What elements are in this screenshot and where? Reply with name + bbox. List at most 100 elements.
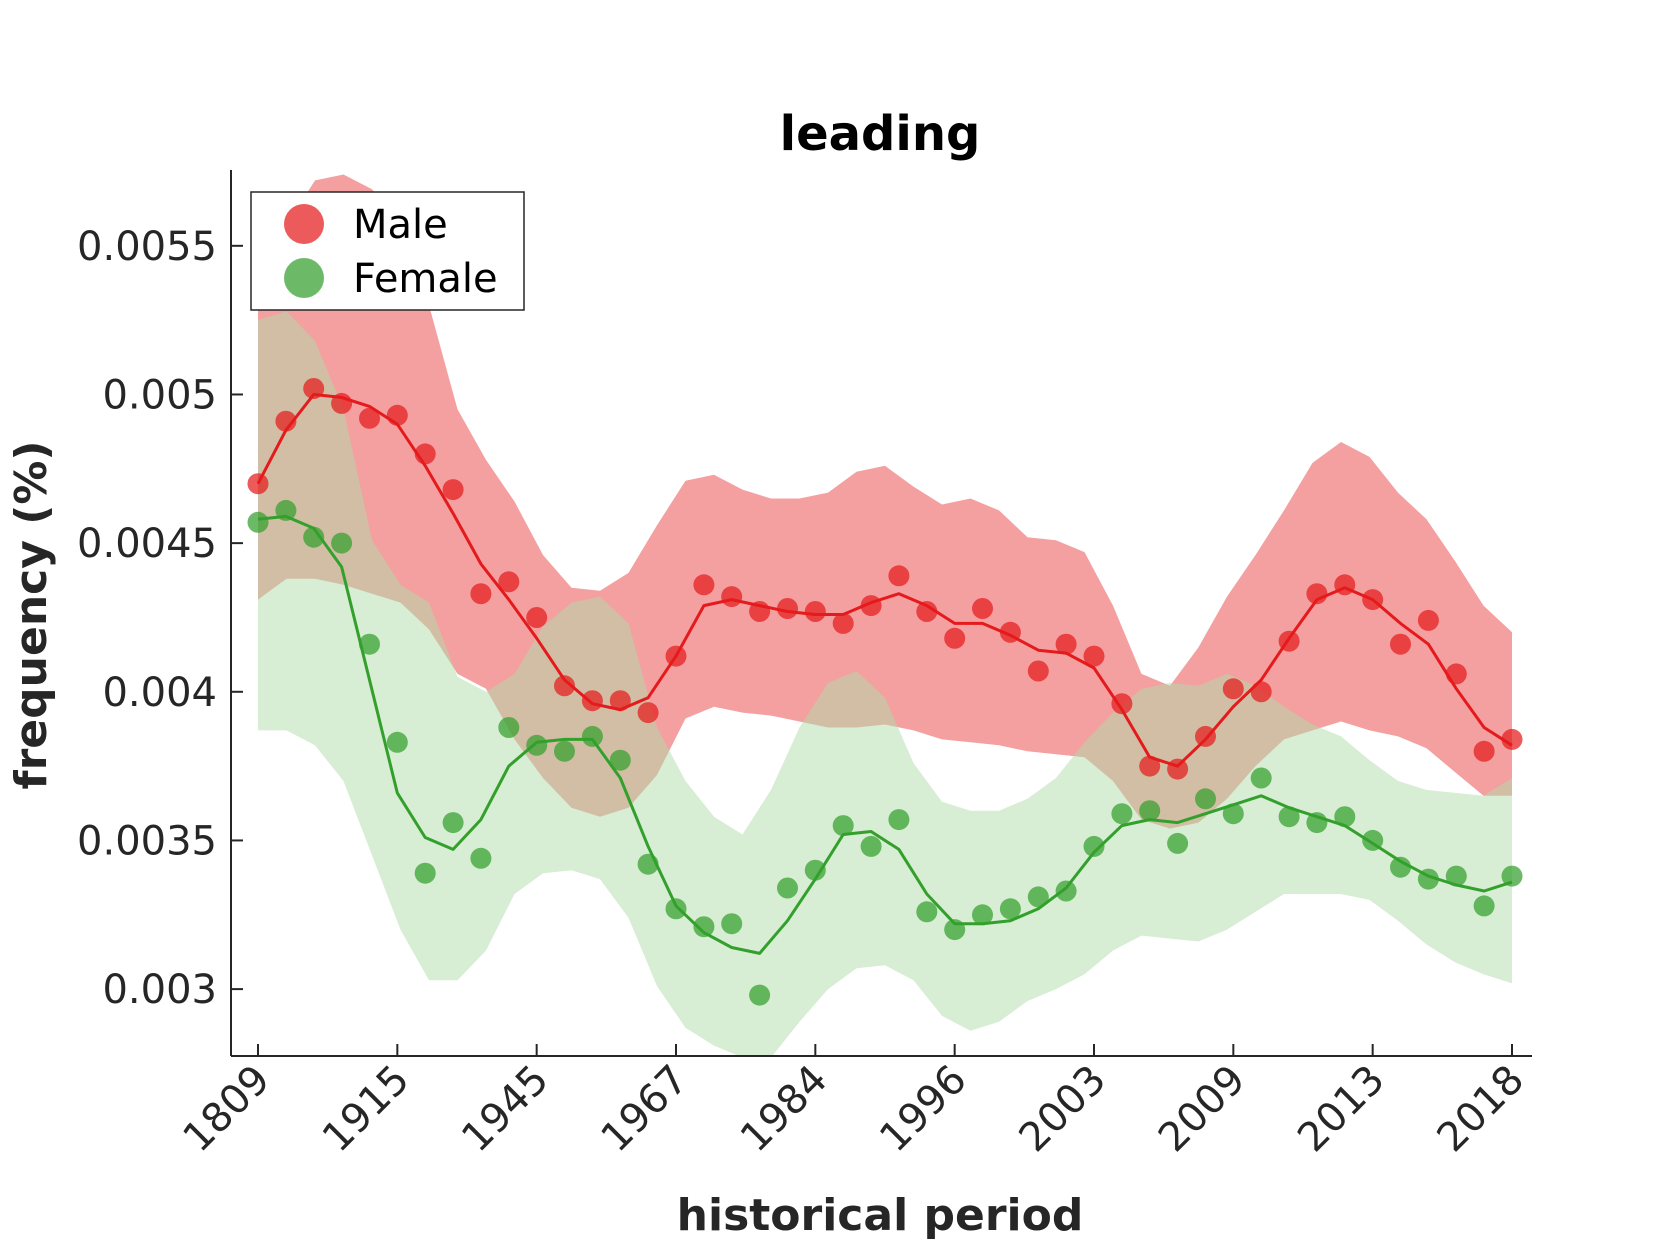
male-point bbox=[1167, 758, 1189, 780]
male-point bbox=[1083, 645, 1105, 667]
y-tick-label: 0.005 bbox=[102, 372, 217, 418]
chart-title: leading bbox=[780, 106, 981, 162]
male-point bbox=[944, 627, 966, 649]
male-point bbox=[498, 571, 520, 593]
legend: Male Female bbox=[250, 191, 525, 311]
female-point bbox=[1027, 886, 1049, 908]
male-point bbox=[386, 404, 408, 426]
male-point bbox=[1501, 728, 1523, 750]
female-point bbox=[1111, 803, 1133, 825]
male-point bbox=[1111, 693, 1133, 715]
female-point bbox=[1417, 868, 1439, 890]
male-point bbox=[804, 601, 826, 622]
female-point bbox=[749, 984, 771, 1006]
female-point bbox=[275, 499, 297, 521]
male-point bbox=[749, 601, 771, 622]
male-point bbox=[414, 443, 436, 465]
female-point bbox=[972, 904, 993, 926]
male-point bbox=[693, 574, 715, 596]
female-point bbox=[1195, 788, 1216, 810]
female-point bbox=[1083, 835, 1105, 857]
female-point bbox=[777, 877, 798, 899]
female-point bbox=[999, 898, 1021, 920]
male-point bbox=[1055, 633, 1077, 655]
y-ticks: 0.003 0.0035 0.004 0.0045 0.005 0.0055 bbox=[77, 224, 243, 1013]
male-point bbox=[916, 601, 938, 622]
male-point bbox=[609, 690, 631, 712]
male-point bbox=[1027, 660, 1049, 682]
female-point bbox=[1167, 832, 1189, 854]
male-point bbox=[637, 702, 659, 724]
male-point bbox=[554, 675, 575, 697]
x-tick-label: 1967 bbox=[593, 1057, 698, 1162]
female-point bbox=[1278, 806, 1300, 828]
female-point bbox=[832, 815, 854, 837]
male-point bbox=[1306, 583, 1328, 605]
legend-label-male: Male bbox=[353, 202, 448, 248]
female-point bbox=[1390, 856, 1411, 878]
male-point bbox=[1390, 633, 1411, 655]
y-tick-label: 0.0055 bbox=[77, 224, 217, 270]
male-point bbox=[1417, 609, 1439, 631]
legend-label-female: Female bbox=[353, 256, 498, 302]
female-point bbox=[888, 809, 910, 831]
x-tick-label: 2018 bbox=[1429, 1057, 1534, 1162]
male-point bbox=[1139, 755, 1161, 777]
trend-lines bbox=[256, 393, 1513, 955]
female-point bbox=[1306, 812, 1328, 834]
male-point bbox=[1334, 574, 1356, 596]
female-point bbox=[693, 916, 715, 938]
x-ticks: 1809 1915 1945 1967 1984 1996 2003 2009 2013 2018 bbox=[175, 1044, 1534, 1162]
confidence-bands bbox=[258, 174, 1512, 1056]
female-point bbox=[1334, 806, 1356, 828]
male-point bbox=[1362, 589, 1384, 611]
x-tick-label: 1945 bbox=[453, 1057, 558, 1162]
data-points bbox=[247, 378, 1523, 1006]
female-point bbox=[916, 901, 938, 923]
male-point bbox=[247, 473, 269, 495]
x-tick-label: 1996 bbox=[871, 1057, 976, 1162]
y-tick-label: 0.004 bbox=[102, 670, 217, 716]
male-point bbox=[860, 595, 882, 617]
female-point bbox=[1473, 895, 1495, 917]
legend-marker-male bbox=[284, 204, 324, 244]
female-point bbox=[498, 717, 520, 738]
x-tick-label: 2009 bbox=[1150, 1057, 1255, 1162]
male-point bbox=[888, 565, 910, 587]
y-tick-label: 0.0045 bbox=[77, 521, 217, 567]
male-point bbox=[303, 378, 325, 399]
male-point bbox=[1250, 681, 1272, 703]
male-point bbox=[999, 621, 1021, 643]
female-point bbox=[581, 725, 603, 747]
male-point bbox=[665, 645, 687, 667]
male-trend-line bbox=[256, 393, 1513, 768]
female-point bbox=[721, 913, 743, 935]
male-point bbox=[275, 410, 297, 432]
female-point bbox=[944, 919, 966, 941]
male-point bbox=[331, 392, 353, 414]
female-point bbox=[804, 859, 826, 881]
female-point bbox=[414, 862, 436, 884]
female-point bbox=[386, 731, 408, 753]
female-point bbox=[1055, 880, 1077, 902]
female-confidence-band bbox=[258, 311, 1512, 1056]
male-point bbox=[442, 479, 464, 501]
female-point bbox=[665, 898, 687, 920]
male-point bbox=[1445, 663, 1467, 685]
female-point bbox=[331, 532, 353, 554]
x-axis-title: historical period bbox=[677, 1190, 1084, 1241]
male-point bbox=[581, 690, 603, 712]
male-point bbox=[1195, 725, 1216, 747]
x-tick-label: 1915 bbox=[314, 1057, 419, 1162]
y-tick-label: 0.003 bbox=[102, 967, 217, 1013]
x-tick-label: 2003 bbox=[1011, 1057, 1116, 1162]
female-point bbox=[526, 734, 548, 756]
legend-marker-female bbox=[284, 258, 324, 298]
female-point bbox=[1362, 829, 1384, 851]
female-point bbox=[303, 526, 325, 548]
male-point bbox=[721, 586, 743, 608]
female-point bbox=[359, 633, 380, 655]
male-point bbox=[972, 598, 993, 619]
male-point bbox=[470, 583, 492, 605]
female-point bbox=[247, 511, 269, 533]
